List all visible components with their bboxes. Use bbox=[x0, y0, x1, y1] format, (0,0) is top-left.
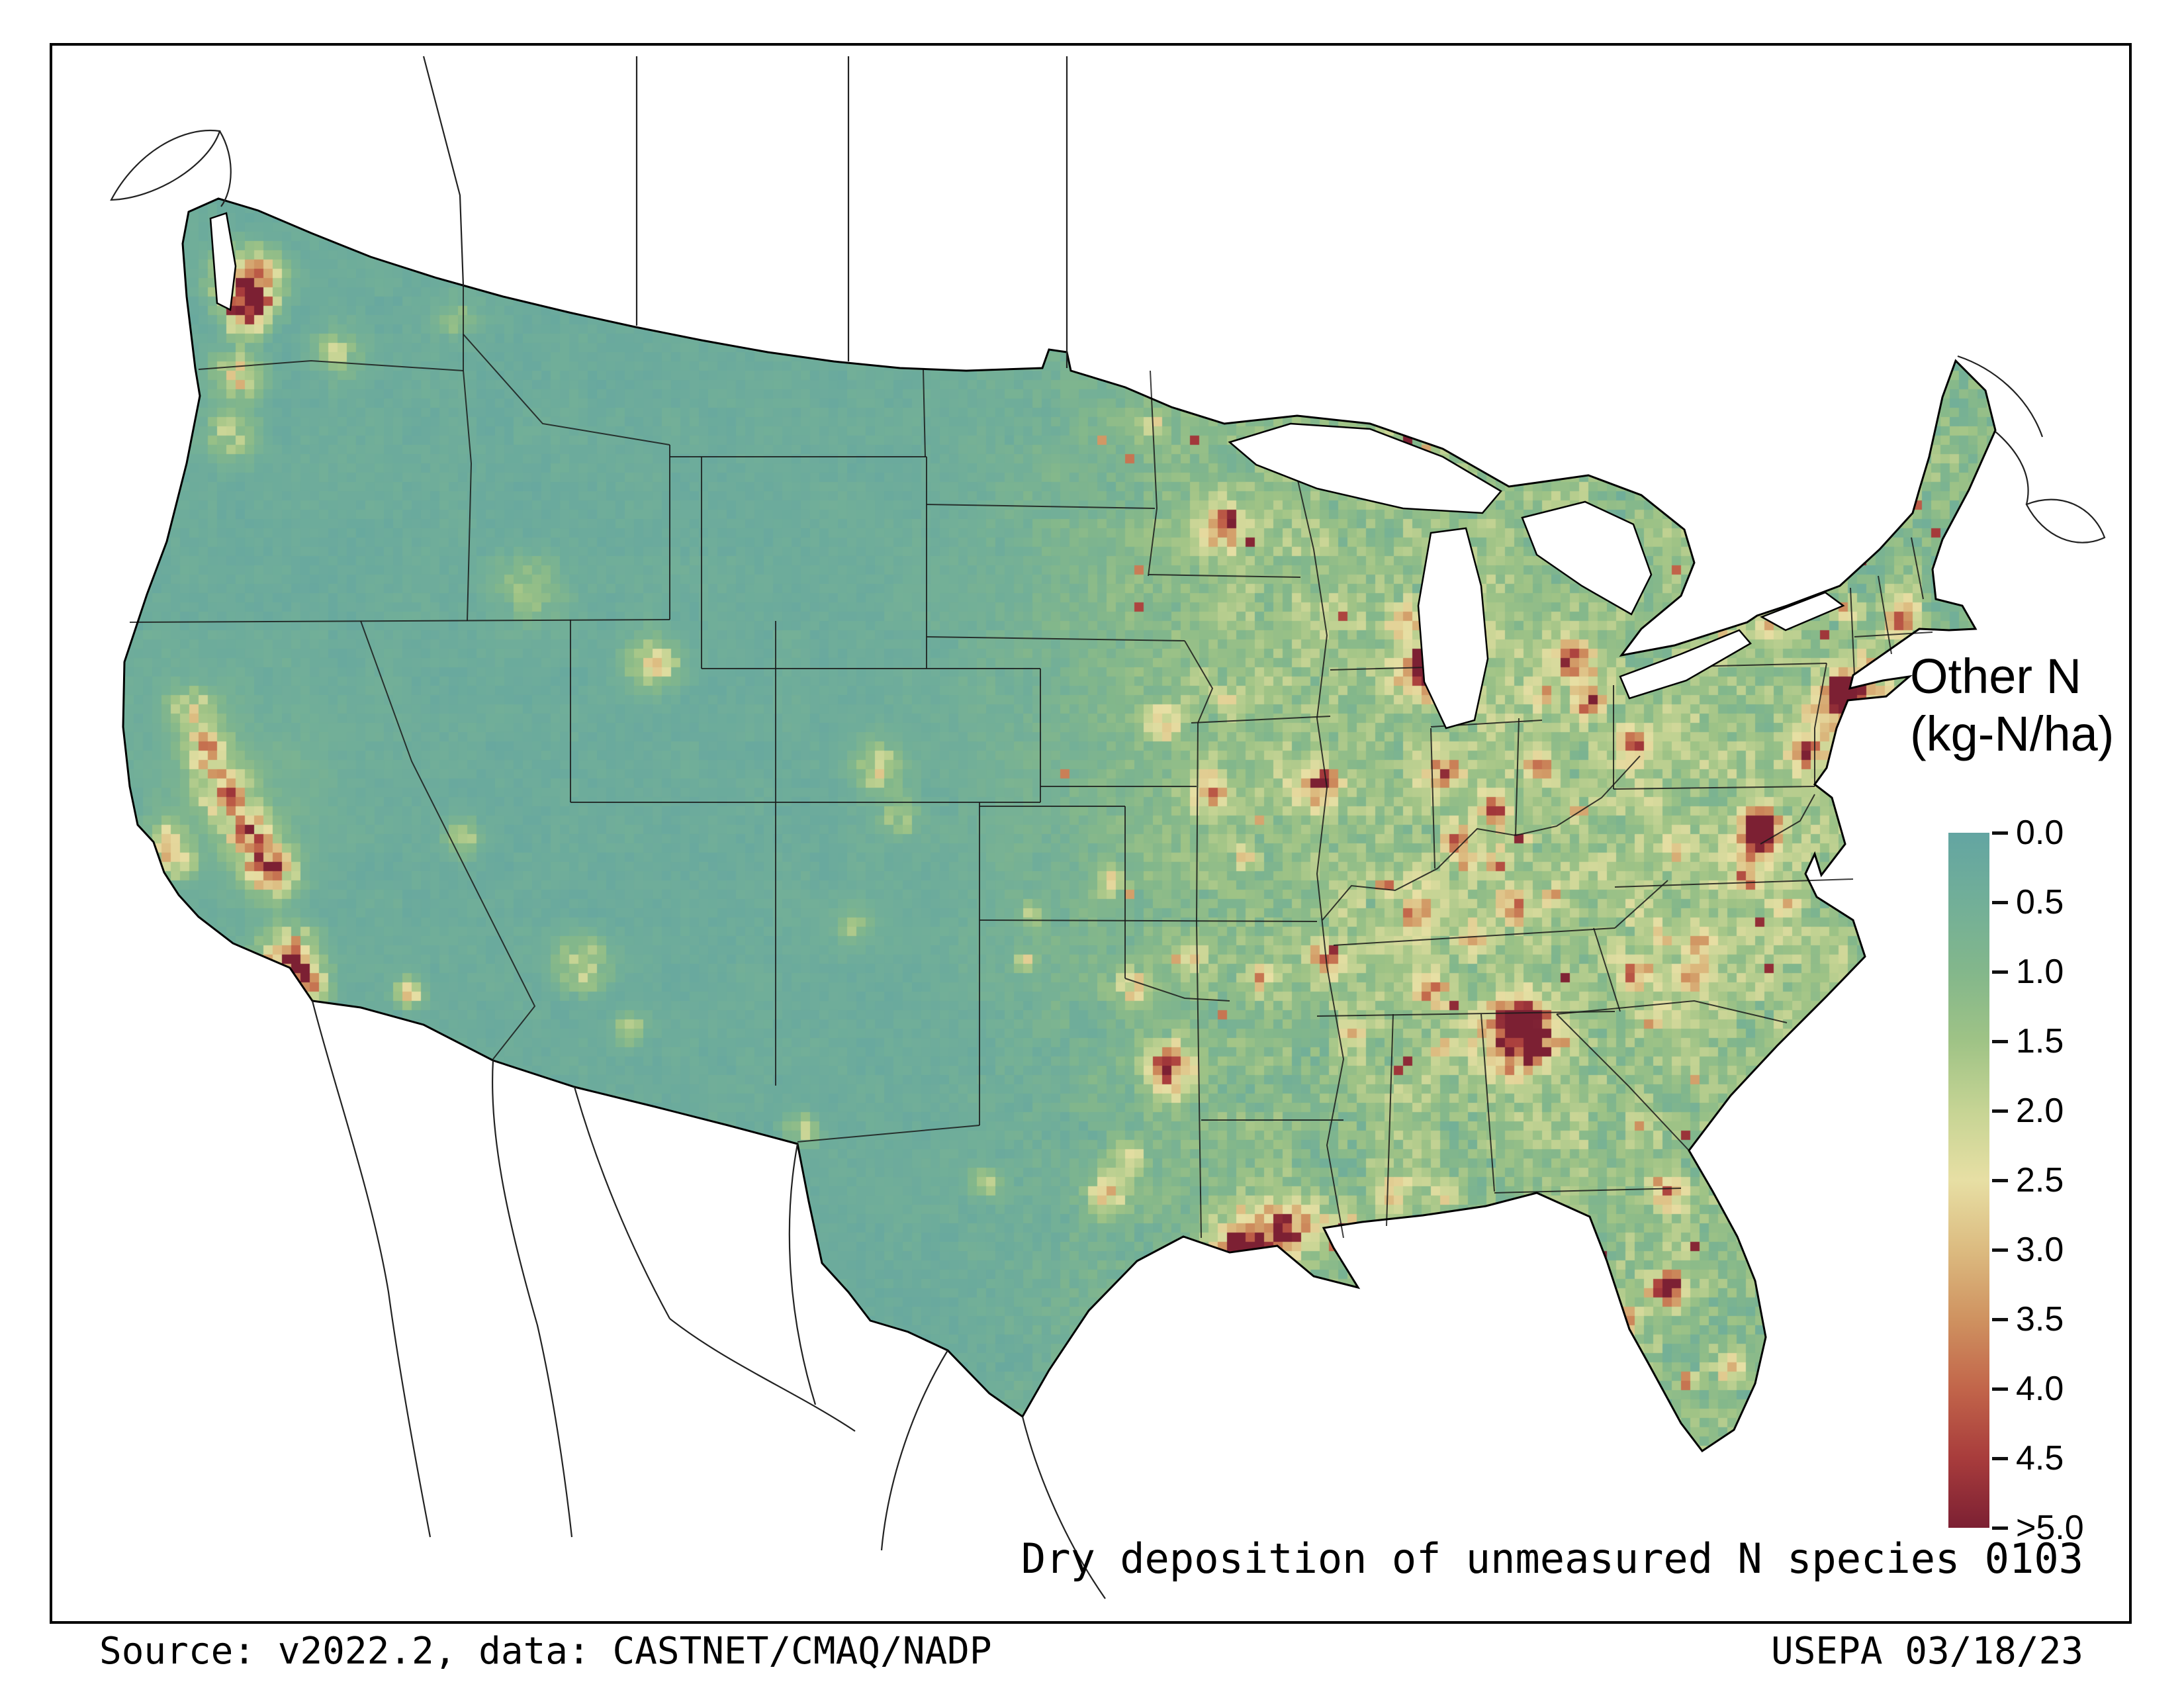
state-borders bbox=[129, 286, 1933, 1239]
tick-label: 3.0 bbox=[2016, 1231, 2064, 1269]
tick-label: >5.0 bbox=[2016, 1509, 2084, 1547]
tick-mark bbox=[1992, 1109, 2008, 1113]
colorbar-tick: 1.5 bbox=[1992, 1021, 2064, 1061]
colorbar-tick: 2.5 bbox=[1992, 1160, 2064, 1200]
tick-mark bbox=[1992, 900, 2008, 904]
colorbar-tick: 2.0 bbox=[1992, 1091, 2064, 1131]
tick-label: 1.0 bbox=[2016, 953, 2064, 991]
legend-colorbar bbox=[1948, 833, 1989, 1528]
colorbar-tick: 4.5 bbox=[1992, 1438, 2064, 1478]
colorbar-tick: 0.0 bbox=[1992, 813, 2064, 853]
tick-mark bbox=[1992, 831, 2008, 835]
tick-mark bbox=[1992, 1387, 2008, 1391]
tick-label: 0.5 bbox=[2016, 883, 2064, 921]
tick-mark bbox=[1992, 1178, 2008, 1182]
colorbar-tick: 0.5 bbox=[1992, 882, 2064, 922]
tick-mark bbox=[1992, 1456, 2008, 1460]
footer-agency-date: USEPA 03/18/23 bbox=[1770, 1630, 2083, 1673]
legend-title-line1: Other N bbox=[1910, 649, 2082, 704]
tick-mark bbox=[1992, 1248, 2008, 1252]
colorbar-tick: 3.0 bbox=[1992, 1230, 2064, 1270]
tick-label: 4.0 bbox=[2016, 1370, 2064, 1408]
tick-label: 4.5 bbox=[2016, 1439, 2064, 1477]
legend-title: Other N (kg-N/ha) bbox=[1910, 647, 2114, 763]
colorbar-tick: 1.0 bbox=[1992, 952, 2064, 992]
colorbar-tick: 3.5 bbox=[1992, 1299, 2064, 1339]
colorbar-tick: >5.0 bbox=[1992, 1508, 2084, 1548]
tick-label: 3.5 bbox=[2016, 1300, 2064, 1338]
tick-label: 2.5 bbox=[2016, 1161, 2064, 1199]
footer-source: Source: v2022.2, data: CASTNET/CMAQ/NADP bbox=[99, 1630, 992, 1673]
tick-label: 0.0 bbox=[2016, 814, 2064, 852]
great-lakes bbox=[209, 212, 1845, 729]
tick-mark bbox=[1992, 970, 2008, 974]
tick-label: 1.5 bbox=[2016, 1022, 2064, 1060]
tick-mark bbox=[1992, 1039, 2008, 1043]
us-coastline-outline bbox=[122, 197, 1997, 1453]
canada-mexico-outline bbox=[110, 56, 2106, 1599]
tick-mark bbox=[1992, 1317, 2008, 1321]
colorbar-tick: 4.0 bbox=[1992, 1369, 2064, 1409]
tick-label: 2.0 bbox=[2016, 1092, 2064, 1130]
legend-title-line2: (kg-N/ha) bbox=[1910, 706, 2115, 762]
tick-mark bbox=[1992, 1526, 2008, 1530]
plot-caption: Dry deposition of unmeasured N species 0… bbox=[1021, 1534, 2083, 1583]
